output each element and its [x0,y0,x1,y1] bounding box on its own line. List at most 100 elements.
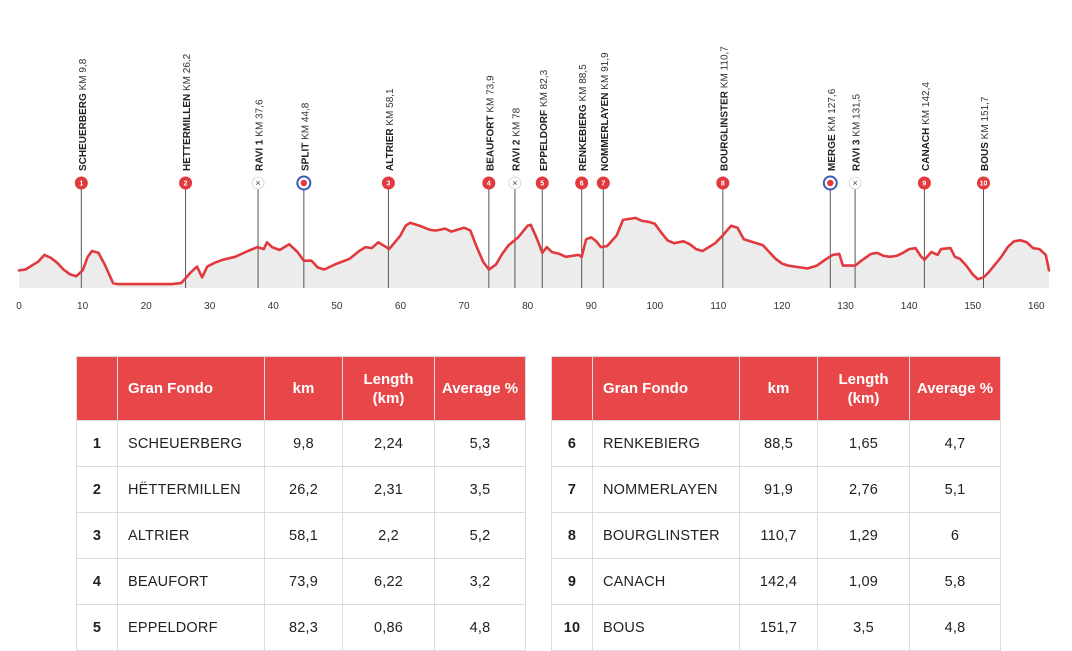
climb-label: SPLIT KM 44,8 [300,102,311,171]
climb-label: RAVI 1 KM 37,6 [255,99,266,171]
climb-badge-number: 6 [580,181,584,188]
climb-badge-number: 4 [487,181,491,188]
header-km: km [739,356,818,421]
climb-average: 5,8 [909,558,1001,605]
climb-km: 91,9 [739,466,818,513]
climb-length: 6,22 [342,558,435,605]
x-tick-label: 60 [395,301,407,312]
climb-marker-layer: 1 SCHEUERBERG KM 9,8 2 HETTERMILLEN KM 26,2… [74,46,991,288]
climb-label: CANACH KM 142,4 [921,82,932,171]
climb-badge [74,176,88,190]
x-tick-label: 90 [586,301,598,312]
climb-badge-number: 2 [184,181,188,188]
x-tick-label: 130 [837,301,854,312]
climb-marker: 9 CANACH KM 142,4 [917,82,932,288]
table-row: 5 EPPELDORF 82,3 0,86 4,8 [76,604,526,651]
x-tick-label: 110 [710,301,726,312]
climb-marker: × RAVI 1 KM 37,6 [251,99,266,288]
climb-badge [381,176,395,190]
feed-icon: × [255,178,260,188]
header-length: Length (km) [342,356,435,421]
table-header-row: Gran Fondo km Length (km) Average % [76,356,526,421]
feed-icon: × [852,178,857,188]
climb-label: BOURGLINSTER KM 110,7 [719,46,730,171]
table-header-row: Gran Fondo km Length (km) Average % [551,356,1001,421]
table-row: 10 BOUS 151,7 3,5 4,8 [551,604,1001,651]
split-icon-core [827,179,834,187]
climb-name: BOURGLINSTER [592,512,740,559]
x-tick-label: 140 [901,301,918,312]
climb-label: SCHEUERBERG KM 9,8 [78,58,89,171]
climb-average: 5,3 [434,420,526,467]
climb-name: BOUS [592,604,740,651]
climb-average: 3,5 [434,466,526,513]
x-tick-label: 40 [268,301,280,312]
header-blank [551,356,593,421]
x-tick-label: 70 [458,301,470,312]
climb-badge-number: 1 [79,181,83,188]
climb-number: 10 [551,604,593,651]
climb-km: 26,2 [264,466,343,513]
header-gran-fondo: Gran Fondo [117,356,265,421]
climb-label: ALTRIER KM 58,1 [385,88,396,171]
x-tick-label: 20 [141,301,153,312]
climbs-table-1: Gran Fondo km Length (km) Average % 1 SC… [76,356,526,651]
climb-length: 0,86 [342,604,435,651]
table-row: 1 SCHEUERBERG 9,8 2,24 5,3 [76,420,526,467]
climb-average: 5,2 [434,512,526,559]
climb-length: 2,24 [342,420,435,467]
climb-number: 2 [76,466,118,513]
climb-label: RAVI 3 KM 131,5 [852,93,863,171]
climb-number: 5 [76,604,118,651]
climb-average: 4,7 [909,420,1001,467]
climb-label: RENKEBIERG KM 88,5 [578,64,589,171]
climb-number: 9 [551,558,593,605]
climb-average: 4,8 [909,604,1001,651]
feed-badge [508,176,522,190]
profile-area-layer [19,217,1049,288]
climb-name: CANACH [592,558,740,605]
climb-badge-number: 5 [540,181,544,188]
table-row: 9 CANACH 142,4 1,09 5,8 [551,558,1001,605]
climb-number: 1 [76,420,118,467]
climb-km: 110,7 [739,512,818,559]
climb-marker: 1 SCHEUERBERG KM 9,8 [74,58,89,288]
climb-number: 3 [76,512,118,559]
elevation-profile-chart: 1 SCHEUERBERG KM 9,8 2 HETTERMILLEN KM 26,2… [16,46,1051,312]
feed-badge [848,176,862,190]
climb-badge [716,176,730,190]
climb-km: 88,5 [739,420,818,467]
climb-marker: 6 RENKEBIERG KM 88,5 [575,64,589,288]
climb-length: 3,5 [817,604,910,651]
climb-length: 2,76 [817,466,910,513]
climb-name: BEAUFORT [117,558,265,605]
climb-marker: 2 HETTERMILLEN KM 26,2 [179,53,193,288]
x-tick-label: 100 [646,301,663,312]
climb-length: 2,31 [342,466,435,513]
elevation-line [17,216,1051,286]
climb-length: 1,65 [817,420,910,467]
x-tick-label: 50 [331,301,343,312]
header-length: Length (km) [817,356,910,421]
climb-name: NOMMERLAYEN [592,466,740,513]
climb-label: RAVI 2 KM 78 [511,107,522,171]
table-row: 8 BOURGLINSTER 110,7 1,29 6 [551,512,1001,559]
climb-badge [535,176,549,190]
climb-km: 58,1 [264,512,343,559]
climb-label: BOUS KM 151,7 [980,96,991,171]
climb-name: SCHEUERBERG [117,420,265,467]
climb-km: 73,9 [264,558,343,605]
header-blank [76,356,118,421]
climb-number: 8 [551,512,593,559]
header-average: Average % [909,356,1001,421]
climb-badge-number: 7 [601,181,605,188]
climb-km: 9,8 [264,420,343,467]
climb-marker: 3 ALTRIER KM 58,1 [381,88,396,288]
climb-length: 2,2 [342,512,435,559]
feed-badge [251,176,265,190]
climb-marker: SPLIT KM 44,8 [296,102,312,288]
climb-name: EPPELDORF [117,604,265,651]
climb-km: 82,3 [264,604,343,651]
climb-average: 6 [909,512,1001,559]
climb-average: 4,8 [434,604,526,651]
